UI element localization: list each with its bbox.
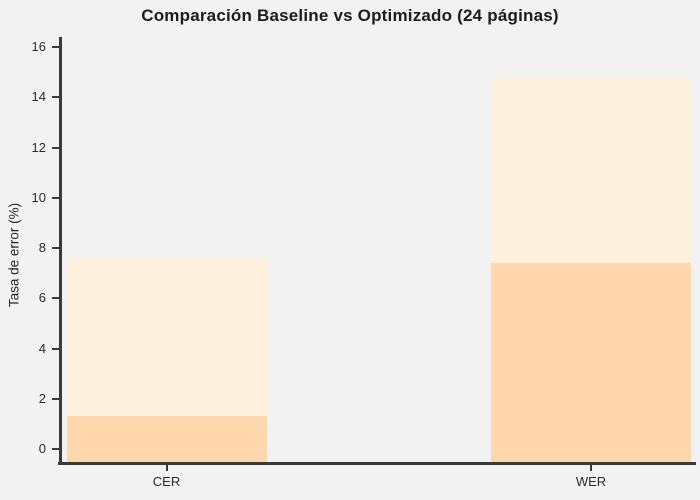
- y-tick: [52, 297, 59, 300]
- y-tick: [52, 397, 59, 400]
- y-tick-label: 6: [38, 290, 46, 306]
- chart-title: Comparación Baseline vs Optimizado (24 p…: [141, 6, 559, 25]
- y-tick-label: 12: [31, 139, 46, 155]
- y-tick: [52, 347, 59, 350]
- y-tick: [52, 46, 59, 48]
- bar-optimizado-wer: [491, 263, 691, 462]
- x-tick-label-cer: CER: [152, 474, 181, 489]
- y-tick-label: 14: [31, 89, 46, 105]
- y-tick-label: 4: [38, 340, 46, 356]
- y-tick: [52, 448, 59, 450]
- y-tick: [52, 247, 59, 249]
- x-tick: [165, 464, 168, 471]
- y-tick: [52, 146, 59, 149]
- x-axis-spine: [58, 462, 696, 465]
- x-tick-label-wer: WER: [575, 474, 607, 489]
- bar-optimizado-cer: [66, 416, 267, 462]
- y-tick-label: 0: [38, 441, 46, 456]
- y-tick: [52, 96, 59, 99]
- y-tick-label: 16: [31, 39, 46, 54]
- y-tick-label: 10: [31, 189, 46, 205]
- y-axis-spine: [59, 37, 62, 465]
- y-tick: [52, 196, 59, 199]
- y-tick-label: 8: [38, 240, 46, 255]
- x-tick: [590, 464, 592, 471]
- y-tick-label: 2: [38, 390, 46, 406]
